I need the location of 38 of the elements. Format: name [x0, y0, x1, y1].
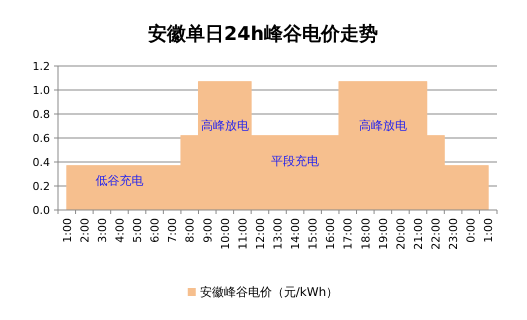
y-tick-label: 0.4 — [32, 156, 50, 169]
x-tick-label: 19:00 — [376, 218, 390, 250]
y-tick-label: 0.6 — [32, 132, 50, 145]
annotation: 高峰放电 — [200, 118, 249, 132]
x-tick-label: 4:00 — [113, 218, 126, 243]
annotation: 平段充电 — [271, 154, 320, 168]
x-tick-label: 15:00 — [306, 218, 320, 250]
y-tick-label: 0.2 — [32, 180, 50, 193]
x-tick-label: 12:00 — [254, 218, 267, 250]
y-tick-label: 1.2 — [32, 60, 50, 73]
y-tick-label: 1.0 — [32, 84, 50, 97]
x-tick-label: 5:00 — [131, 218, 144, 243]
x-tick-label: 1:00 — [482, 218, 496, 243]
x-tick-label: 2:00 — [78, 218, 92, 243]
x-tick-label: 3:00 — [96, 218, 109, 243]
x-tick-label: 17:00 — [342, 218, 355, 250]
x-tick-label: 7:00 — [166, 218, 180, 243]
x-tick-label: 20:00 — [394, 218, 408, 250]
x-tick-label: 13:00 — [272, 218, 284, 250]
x-tick-label: 16:00 — [324, 218, 338, 250]
x-tick-label: 0:00 — [464, 218, 478, 243]
x-tick-label: 22:00 — [430, 218, 443, 250]
x-tick-label: 8:00 — [184, 218, 197, 243]
y-tick-label: 0.0 — [32, 204, 50, 217]
annotation: 低谷充电 — [95, 174, 144, 188]
x-tick-label: 18:00 — [359, 218, 372, 250]
x-tick-label: 6:00 — [148, 218, 162, 243]
x-tick-label: 9:00 — [201, 218, 214, 243]
x-tick-label: 1:00 — [60, 218, 74, 243]
chart-title: 安徽单日24h峰谷电价走势 — [148, 23, 378, 45]
y-tick-label: 0.8 — [32, 108, 50, 121]
annotation: 高峰放电 — [358, 118, 407, 132]
x-tick-label: 23:00 — [447, 218, 460, 250]
x-tick-label: 10:00 — [218, 218, 232, 250]
x-tick-label: 21:00 — [412, 218, 425, 250]
x-tick-label: 14:00 — [289, 218, 302, 250]
legend: 安徽峰谷电价（元/kWh） — [188, 285, 338, 299]
x-tick-label: 11:00 — [236, 218, 250, 250]
